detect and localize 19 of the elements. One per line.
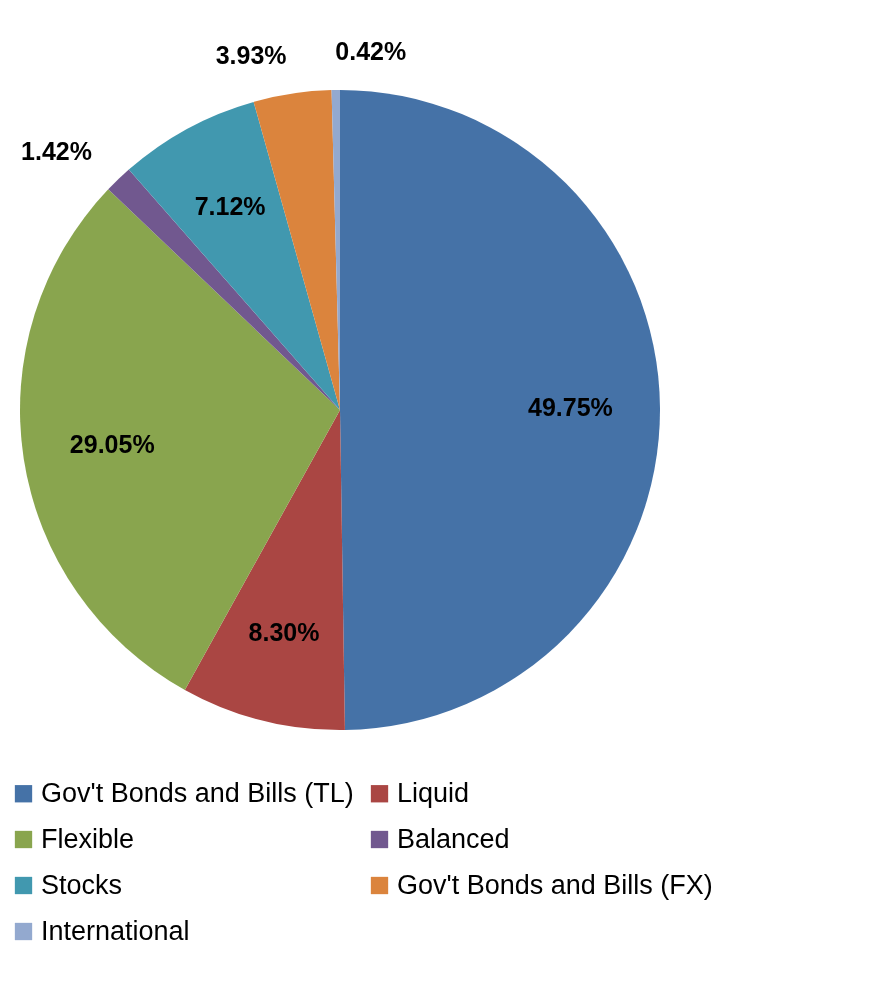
data-label: 7.12% <box>194 192 266 221</box>
data-label: 8.30% <box>248 618 320 647</box>
pie-slice <box>20 189 340 690</box>
data-label: 0.42% <box>335 37 407 66</box>
pie-slice <box>128 101 340 410</box>
legend-label: Gov't Bonds and Bills (FX) <box>397 869 713 900</box>
data-label: 1.42% <box>21 136 92 165</box>
legend-label: Liquid <box>397 777 470 808</box>
legend-label: Gov't Bonds and Bills (TL) <box>41 777 354 808</box>
legend-label: Stocks <box>41 869 123 900</box>
legend-label: Balanced <box>397 823 510 854</box>
legend-label: Flexible <box>41 823 135 854</box>
data-label: 49.75% <box>527 393 613 422</box>
legend-label: International <box>41 915 190 946</box>
pie-slice <box>108 169 340 410</box>
data-label: 29.05% <box>69 429 155 458</box>
pie-slice <box>340 90 660 730</box>
data-label: 3.93% <box>215 41 287 70</box>
pie-slice <box>184 410 345 730</box>
